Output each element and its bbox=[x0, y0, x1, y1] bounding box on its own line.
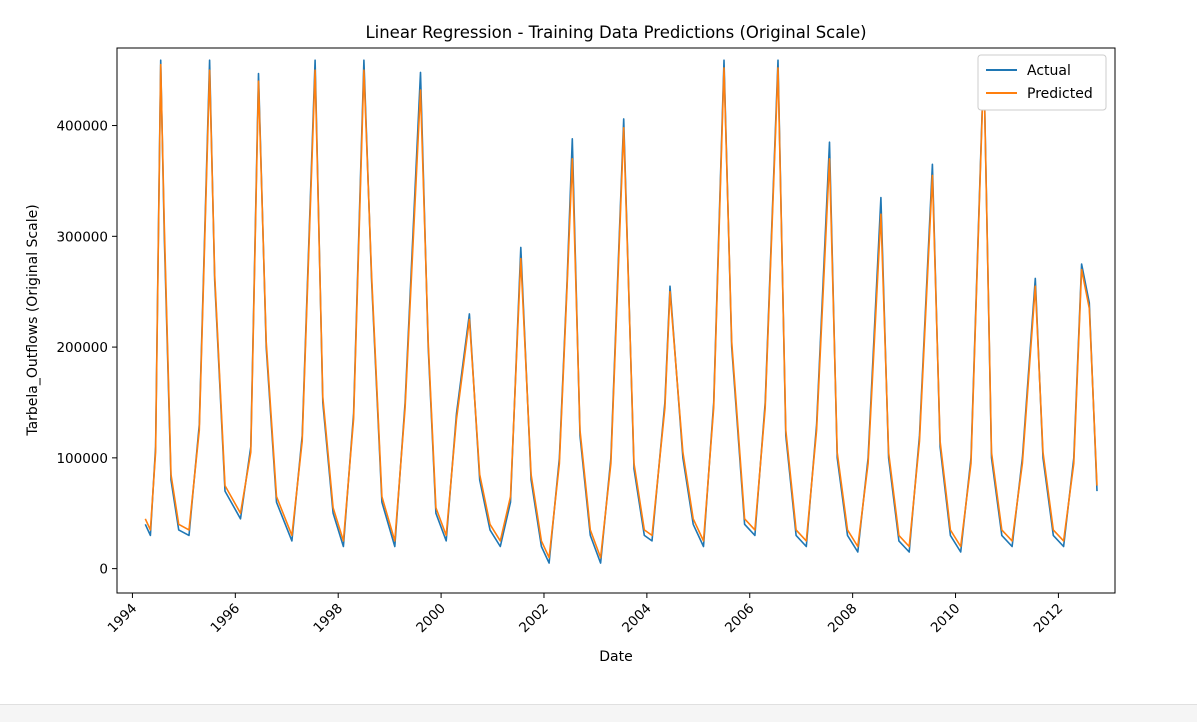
series-layer bbox=[144, 59, 1098, 564]
plot-area bbox=[116, 47, 1116, 594]
y-tick-label: 300000 bbox=[56, 229, 108, 245]
x-tick-label: 2000 bbox=[413, 601, 449, 637]
y-axis-label: Tarbela_Outflows (Original Scale) bbox=[25, 204, 41, 436]
x-tick-label: 1998 bbox=[310, 601, 346, 637]
x-tick-label: 2002 bbox=[516, 601, 552, 637]
legend-label-actual: Actual bbox=[1027, 63, 1071, 79]
x-tick-label: 1994 bbox=[105, 601, 141, 637]
cell-gap bbox=[0, 690, 1197, 704]
x-tick-label: 2010 bbox=[928, 601, 964, 637]
output-cell bbox=[0, 690, 1197, 691]
series-line-predicted bbox=[144, 63, 1098, 559]
next-cell-edge bbox=[0, 704, 1197, 722]
legend: Actual Predicted bbox=[977, 54, 1107, 111]
chart-title: Linear Regression - Training Data Predic… bbox=[365, 23, 866, 42]
y-tick-label: 400000 bbox=[56, 119, 108, 135]
x-axis-label: Date bbox=[599, 649, 632, 665]
x-tick-label: 2008 bbox=[825, 601, 861, 637]
x-tick-label: 2012 bbox=[1031, 601, 1067, 637]
y-tick-label: 100000 bbox=[56, 451, 108, 467]
y-axis: 0 100000 200000 300000 400000 bbox=[56, 119, 117, 578]
y-tick-label: 0 bbox=[99, 562, 108, 578]
x-tick-label: 2006 bbox=[722, 601, 758, 637]
legend-label-predicted: Predicted bbox=[1027, 86, 1093, 102]
y-tick-label: 200000 bbox=[56, 340, 108, 356]
series-line-actual bbox=[144, 59, 1098, 564]
x-tick-label: 2004 bbox=[619, 601, 655, 637]
line-chart: Linear Regression - Training Data Predic… bbox=[25, 23, 1116, 665]
x-tick-label: 1996 bbox=[208, 601, 244, 637]
x-axis: 1994 1996 1998 2000 2002 2004 2006 2008 2010 2012 bbox=[105, 593, 1067, 637]
legend-box bbox=[977, 54, 1107, 111]
